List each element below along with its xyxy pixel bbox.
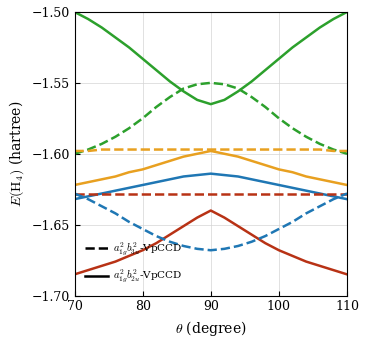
X-axis label: $\theta$ (degree): $\theta$ (degree) [175, 319, 247, 338]
Legend: $a^2_{1g}b^2_{3u}$-VpCCD, $a^2_{1g}b^2_{2u}$-VpCCD: $a^2_{1g}b^2_{3u}$-VpCCD, $a^2_{1g}b^2_{… [80, 235, 188, 290]
Y-axis label: $E(\mathrm{H}_4)$ (hartree): $E(\mathrm{H}_4)$ (hartree) [7, 101, 26, 207]
